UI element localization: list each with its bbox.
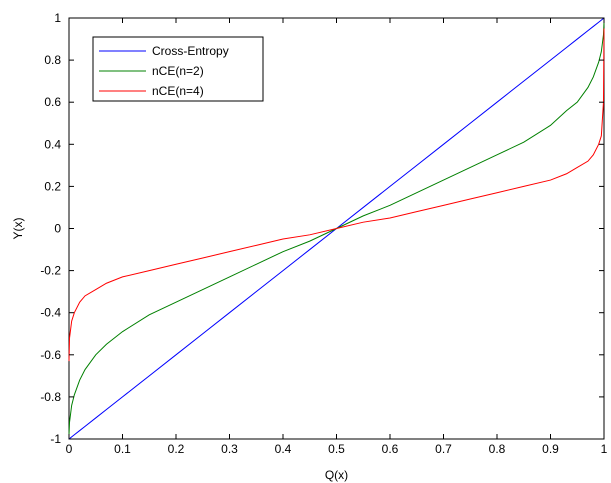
x-tick-label: 0.6 — [382, 442, 399, 456]
legend-box — [92, 36, 264, 102]
y-tick-label: 0.2 — [44, 179, 61, 193]
y-tick-label: 0.6 — [44, 95, 61, 109]
x-axis-label: Q(x) — [325, 468, 348, 482]
y-tick-label: -0.4 — [40, 306, 61, 320]
x-tick-label: 1 — [601, 442, 608, 456]
y-tick-label: 0 — [54, 222, 61, 236]
x-tick-label: 0.7 — [435, 442, 452, 456]
series-line-nce-n-4 — [68, 28, 605, 362]
x-tick-label: 0.4 — [275, 442, 292, 456]
y-axis-label: Y(x) — [11, 218, 25, 240]
y-tick-label: 0.4 — [44, 137, 61, 151]
y-tick-label: -0.6 — [40, 348, 61, 362]
legend-entry-label: nCE(n=4) — [152, 84, 204, 98]
x-tick-label: 0.3 — [221, 442, 238, 456]
y-tick-label: -1 — [50, 432, 61, 446]
x-tick-label: 0.1 — [114, 442, 131, 456]
x-axis-ticks: 0 0.1 0.2 0.3 0.4 0.5 0.6 0.7 0.8 0.9 1 — [66, 18, 608, 456]
legend-entry-label: nCE(n=2) — [152, 64, 204, 78]
y-tick-label: -0.2 — [40, 264, 61, 278]
x-tick-label: 0 — [66, 442, 73, 456]
series-layer — [68, 17, 605, 440]
x-tick-label: 0.5 — [328, 442, 345, 456]
y-tick-label: 0.8 — [44, 53, 61, 67]
legend: Cross-Entropy nCE(n=2) nCE(n=4) — [92, 36, 264, 102]
x-tick-label: 0.9 — [542, 442, 559, 456]
y-tick-label: 1 — [54, 11, 61, 25]
legend-entry-label: Cross-Entropy — [152, 44, 229, 58]
x-tick-label: 0.2 — [168, 442, 185, 456]
x-tick-label: 0.8 — [489, 442, 506, 456]
y-tick-label: -0.8 — [40, 390, 61, 404]
y-axis-ticks: -1 -0.8 -0.6 -0.4 -0.2 0 0.2 0.4 0.6 0.8 1 — [40, 11, 604, 446]
